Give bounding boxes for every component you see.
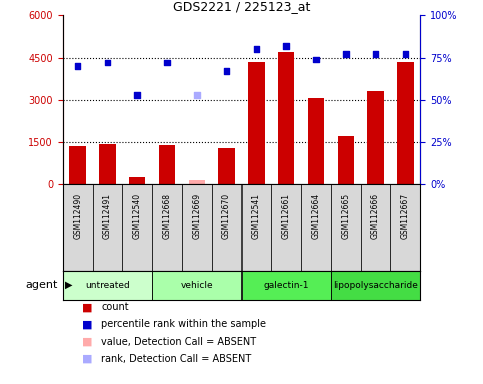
Bar [159,146,175,184]
Text: GSM112491: GSM112491 [103,193,112,239]
Point [312,56,320,62]
Bar [361,184,390,271]
Title: GDS2221 / 225123_at: GDS2221 / 225123_at [173,0,310,13]
Bar [182,184,212,271]
Point [401,51,409,57]
Bar [397,62,413,184]
Text: GSM112490: GSM112490 [73,193,82,239]
Text: GSM112661: GSM112661 [282,193,291,239]
Bar [242,271,331,300]
Bar [338,136,354,184]
Text: ▶: ▶ [65,280,73,290]
Text: galectin-1: galectin-1 [263,281,309,290]
Point [74,63,82,69]
Text: agent: agent [26,280,58,290]
Point [372,51,380,57]
Text: ■: ■ [82,319,93,329]
Point [133,92,141,98]
Text: count: count [101,302,129,312]
Bar [99,144,115,184]
Text: GSM112667: GSM112667 [401,193,410,239]
Text: ■: ■ [82,354,93,364]
Point [104,60,112,66]
Text: GSM112669: GSM112669 [192,193,201,239]
Text: GSM112670: GSM112670 [222,193,231,239]
Text: GSM112666: GSM112666 [371,193,380,239]
Bar [331,184,361,271]
Point [342,51,350,57]
Text: GSM112541: GSM112541 [252,193,261,239]
Bar [242,184,271,271]
Bar [331,271,420,300]
Point [253,46,260,52]
Text: lipopolysaccharide: lipopolysaccharide [333,281,418,290]
Bar [212,184,242,271]
Text: ■: ■ [82,302,93,312]
Bar [301,184,331,271]
Bar [278,52,294,184]
Bar [368,91,384,184]
Bar [63,184,93,271]
Point [223,68,230,74]
Text: value, Detection Call = ABSENT: value, Detection Call = ABSENT [101,337,256,347]
Text: GSM112664: GSM112664 [312,193,320,239]
Point [282,43,290,49]
Text: ■: ■ [82,337,93,347]
Text: rank, Detection Call = ABSENT: rank, Detection Call = ABSENT [101,354,252,364]
Point [193,92,201,98]
Bar [248,62,265,184]
Text: GSM112540: GSM112540 [133,193,142,239]
Bar [218,148,235,184]
Text: vehicle: vehicle [181,281,213,290]
Text: percentile rank within the sample: percentile rank within the sample [101,319,267,329]
Bar [152,184,182,271]
Text: untreated: untreated [85,281,130,290]
Text: GSM112665: GSM112665 [341,193,350,239]
Text: GSM112668: GSM112668 [163,193,171,239]
Bar [122,184,152,271]
Bar [308,98,324,184]
Bar [70,146,86,184]
Bar [93,184,122,271]
Bar [271,184,301,271]
Bar [189,180,205,184]
Point [163,60,171,66]
Bar [152,271,242,300]
Bar [129,177,145,184]
Bar [63,271,152,300]
Bar [390,184,420,271]
